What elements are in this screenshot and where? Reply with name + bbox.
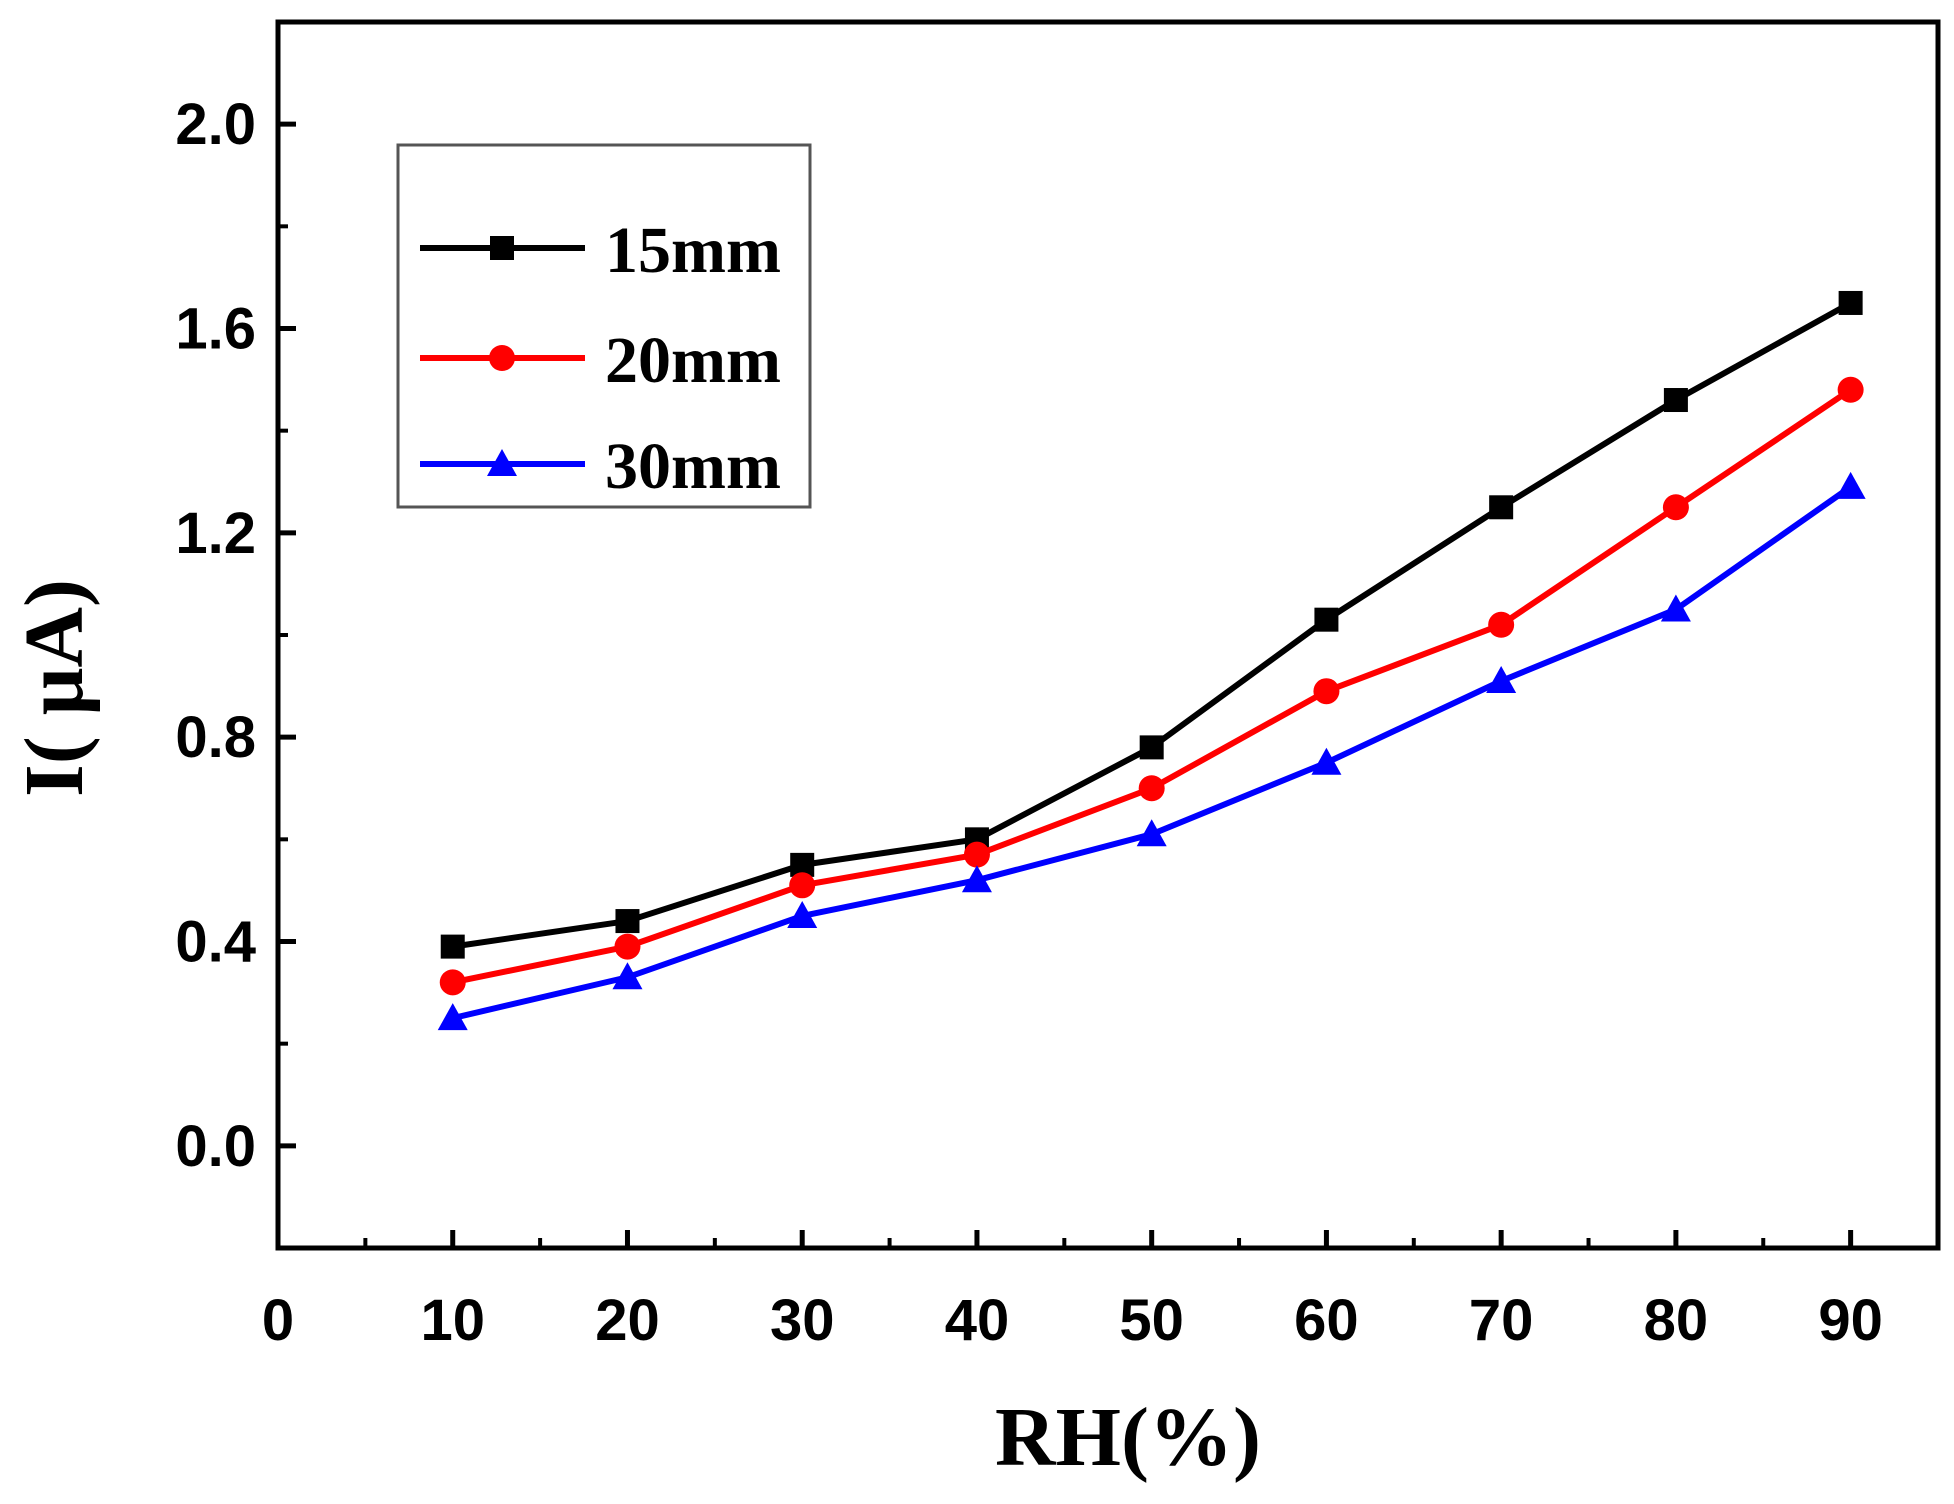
data-point-15mm (1838, 290, 1863, 315)
legend-marker-30mm (487, 449, 517, 476)
data-point-20mm (614, 933, 641, 960)
y-tick-label: 1.6 (175, 297, 256, 362)
legend-marker-15mm (490, 236, 514, 260)
data-point-20mm (1488, 611, 1515, 638)
data-point-30mm (961, 865, 992, 893)
y-axis-title: I( μA) (8, 579, 101, 797)
data-point-15mm (1139, 735, 1164, 760)
data-point-20mm (439, 969, 466, 996)
data-point-30mm (437, 1003, 468, 1031)
data-point-30mm (1835, 471, 1866, 499)
legend-label-30mm: 30mm (605, 430, 781, 503)
data-point-15mm (440, 934, 465, 959)
data-point-15mm (1314, 607, 1339, 632)
series-30mm (437, 471, 1866, 1031)
x-axis: 0 10 20 30 40 50 60 70 80 90 (262, 1230, 1883, 1353)
x-tick-label: 60 (1294, 1288, 1359, 1353)
data-point-15mm (1663, 388, 1688, 413)
y-tick-label: 1.2 (175, 501, 256, 566)
x-tick-label: 50 (1119, 1288, 1184, 1353)
y-tick-label: 2.0 (175, 92, 256, 157)
x-tick-label: 30 (770, 1288, 835, 1353)
x-tick-label: 90 (1818, 1288, 1883, 1353)
data-point-30mm (787, 900, 818, 928)
y-tick-label: 0.0 (175, 1114, 256, 1179)
data-point-30mm (612, 962, 643, 990)
x-tick-label: 70 (1469, 1288, 1534, 1353)
legend-label-15mm: 15mm (605, 214, 781, 287)
data-point-20mm (1662, 494, 1689, 521)
x-tick-label: 20 (595, 1288, 660, 1353)
data-point-30mm (1311, 747, 1342, 775)
legend-label-20mm: 20mm (605, 324, 781, 397)
data-point-15mm (1489, 495, 1514, 520)
data-point-20mm (789, 872, 816, 899)
data-point-20mm (1138, 775, 1165, 802)
data-point-30mm (1486, 665, 1517, 693)
legend: 15mm 20mm 30mm (396, 143, 812, 509)
data-point-30mm (1660, 594, 1691, 622)
legend-box (396, 143, 812, 509)
data-point-30mm (1136, 819, 1167, 847)
series-layer (437, 290, 1866, 1031)
y-axis: 0.0 0.4 0.8 1.2 1.6 2.0 (175, 20, 296, 1250)
y-tick-label: 0.8 (175, 705, 256, 770)
data-point-20mm (1837, 376, 1864, 403)
x-tick-label: 80 (1644, 1288, 1709, 1353)
x-tick-label: 0 (262, 1288, 294, 1353)
y-tick-label: 0.4 (175, 910, 256, 975)
data-point-20mm (1313, 678, 1340, 705)
x-tick-label: 10 (420, 1288, 485, 1353)
x-tick-label: 40 (945, 1288, 1010, 1353)
series-15mm (440, 290, 1863, 959)
series-20mm (439, 376, 1864, 996)
data-point-15mm (615, 909, 640, 934)
x-axis-title: RH(%) (995, 1391, 1261, 1484)
data-point-20mm (963, 841, 990, 868)
legend-marker-20mm (489, 345, 515, 371)
